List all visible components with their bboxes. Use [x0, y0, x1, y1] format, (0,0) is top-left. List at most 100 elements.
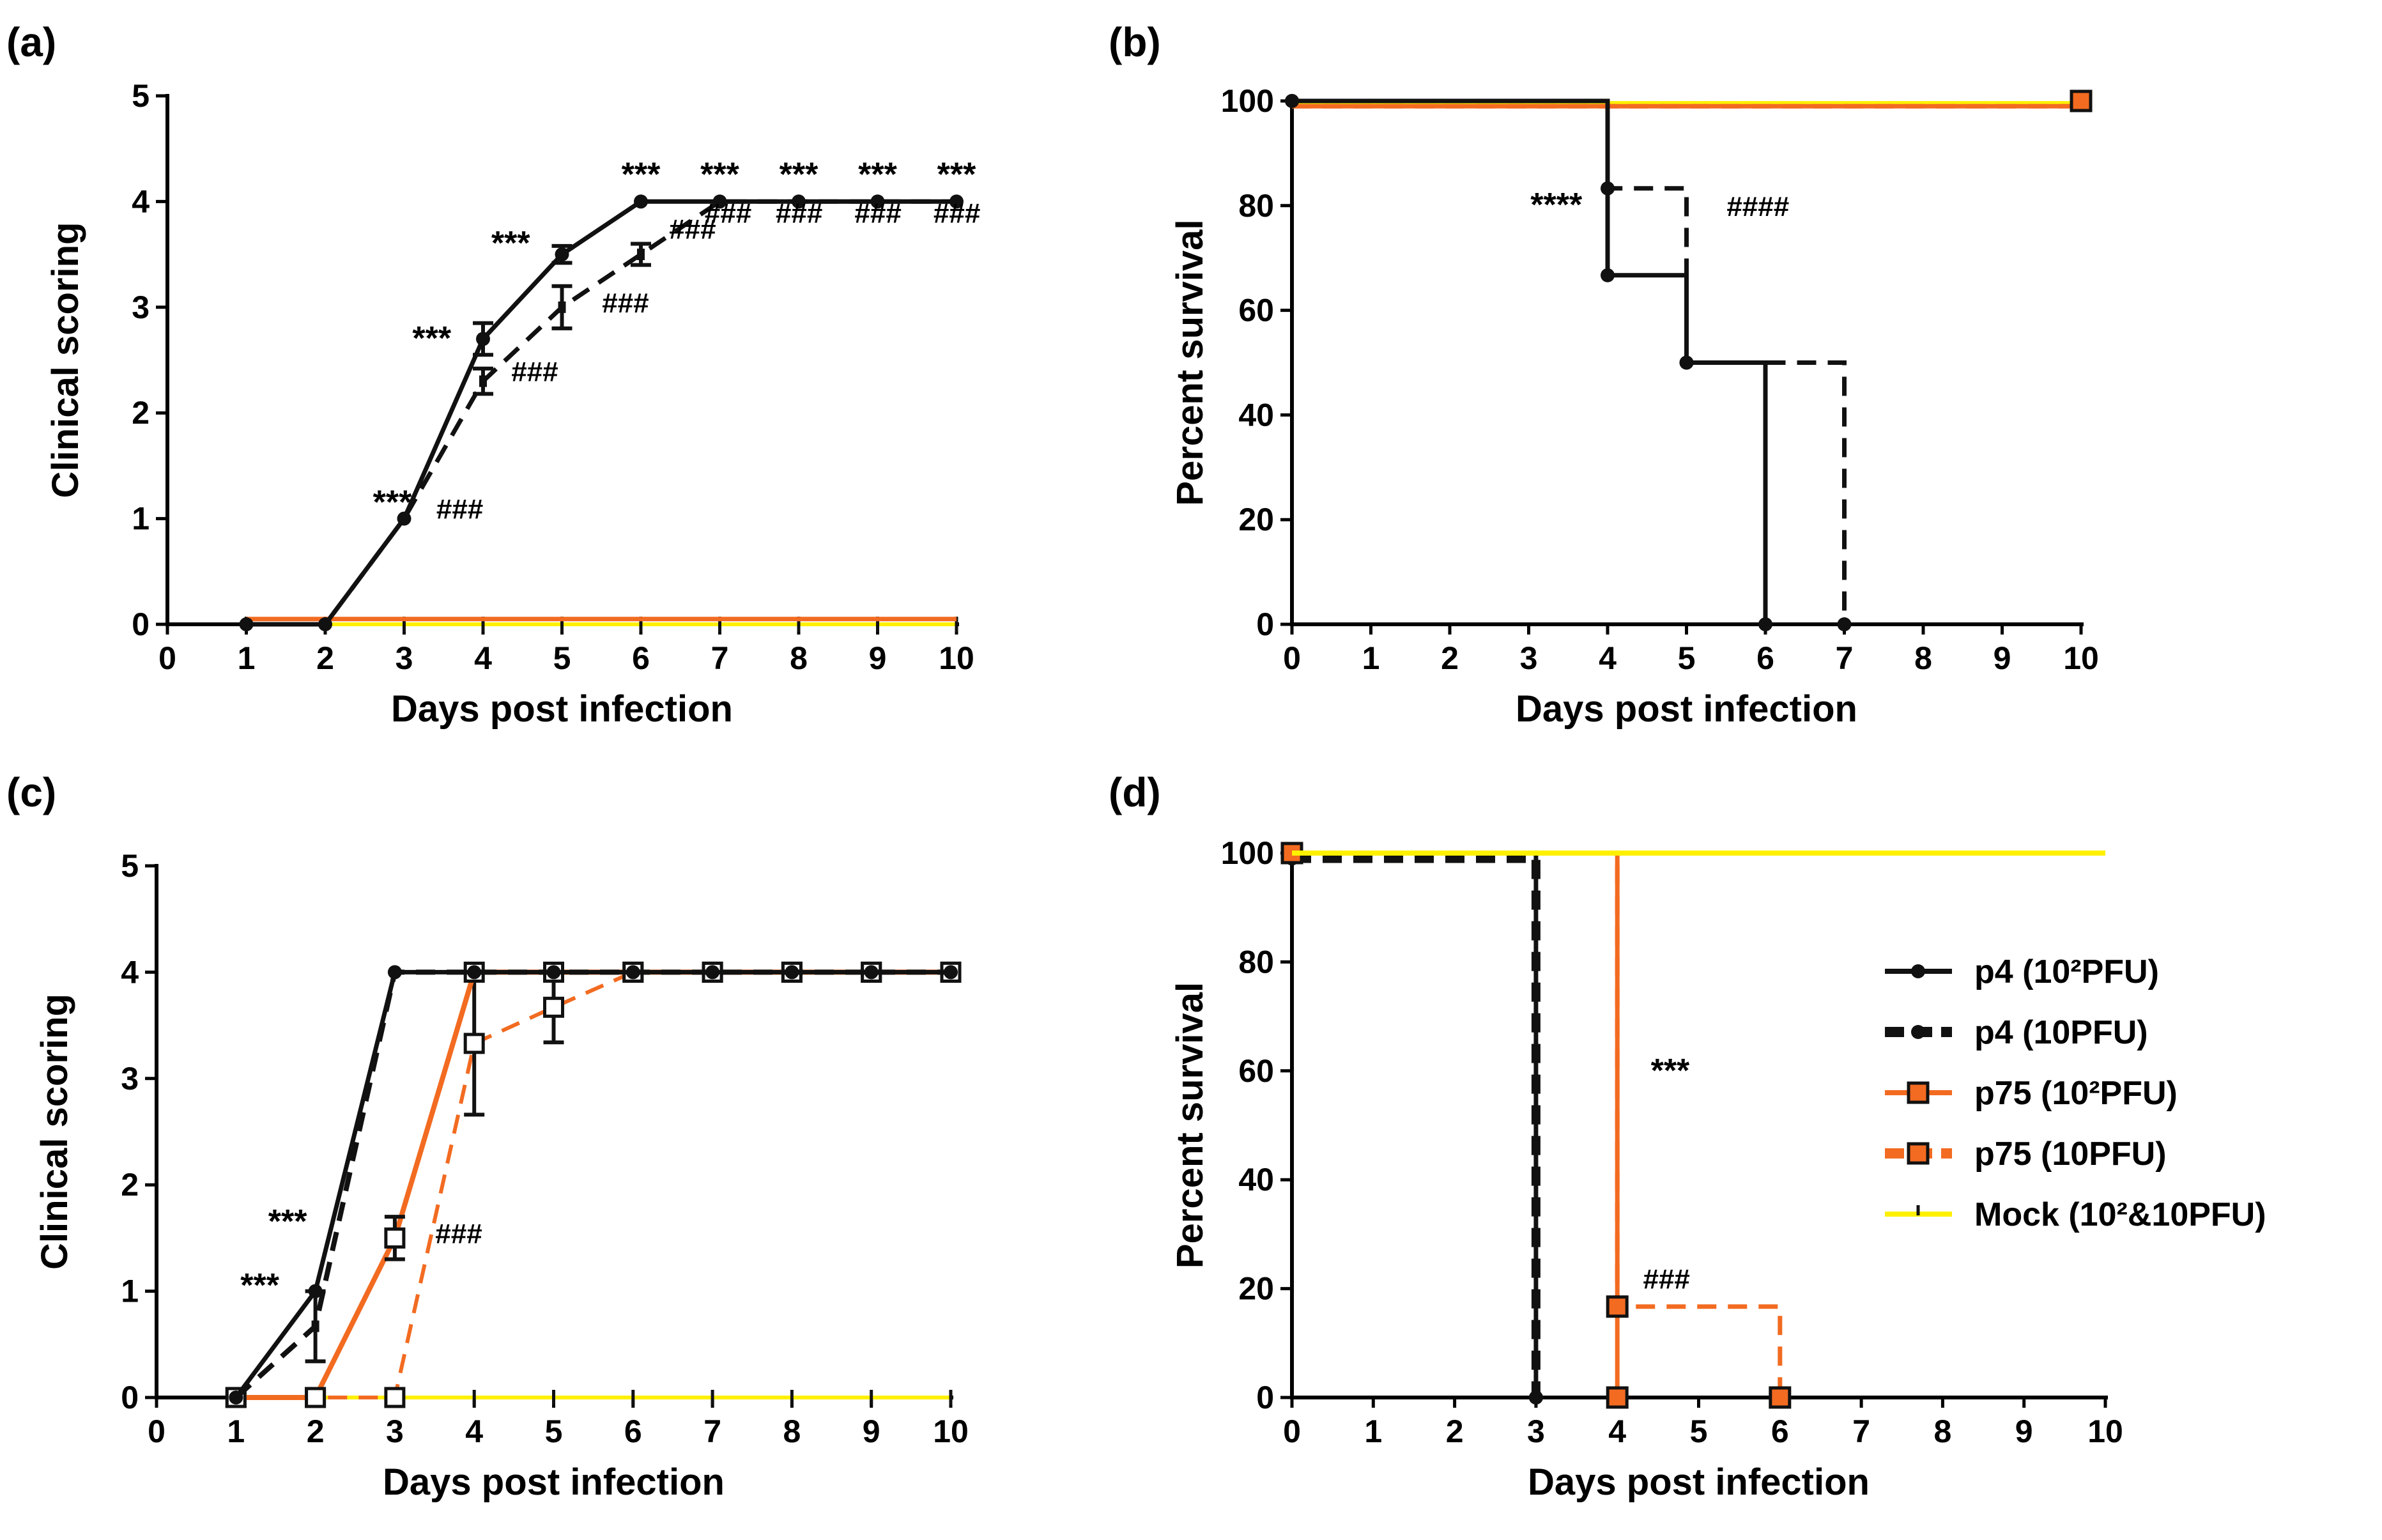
- significance-annotation: ###: [933, 197, 980, 229]
- y-tick-label: 80: [1238, 188, 1274, 224]
- data-point: [944, 965, 958, 980]
- data-point: [305, 1387, 327, 1408]
- legend-label: Mock (10²&10PFU): [1974, 1196, 2266, 1233]
- data-point: [397, 511, 411, 526]
- data-point: [555, 247, 569, 262]
- data-point: [864, 965, 879, 980]
- x-tick-label: 4: [1599, 640, 1617, 676]
- x-tick-label: 7: [703, 1413, 721, 1449]
- data-point: [479, 375, 487, 387]
- significance-annotation: ###: [775, 197, 822, 229]
- x-tick-label: 1: [1362, 640, 1380, 676]
- data-point: [705, 965, 720, 980]
- x-tick-label: 3: [386, 1413, 404, 1449]
- y-tick-label: 4: [121, 954, 139, 990]
- x-tick-label: 5: [1690, 1413, 1708, 1449]
- series-line: [1292, 851, 1539, 1398]
- x-tick-label: 6: [632, 640, 650, 676]
- data-point: [318, 617, 332, 631]
- data-point: [870, 194, 885, 209]
- x-tick-label: 2: [1441, 640, 1459, 676]
- data-point: [1528, 1390, 1543, 1405]
- significance-annotation: ###: [511, 357, 558, 388]
- data-point: [1606, 1295, 1629, 1318]
- y-tick-label: 0: [1256, 606, 1274, 642]
- legend-marker: [1907, 1142, 1930, 1165]
- y-axis-title: Percent survival: [1169, 219, 1211, 505]
- x-tick-label: 8: [1933, 1413, 1951, 1449]
- panel-label-a: (a): [6, 19, 56, 65]
- y-tick-label: 80: [1238, 944, 1274, 980]
- data-point: [626, 965, 640, 980]
- data-point: [546, 965, 561, 980]
- x-tick-label: 5: [545, 1413, 563, 1449]
- panel-label-b: (b): [1109, 19, 1161, 65]
- x-tick-label: 10: [2063, 640, 2099, 676]
- x-axis-title: Days post infection: [1528, 1461, 1870, 1503]
- y-tick-label: 60: [1238, 293, 1274, 328]
- y-tick-label: 100: [1221, 83, 1274, 119]
- significance-annotation: ###: [669, 213, 716, 245]
- significance-annotation: ###: [602, 288, 649, 319]
- data-point: [1837, 617, 1852, 631]
- panel-c-chart: (c) 0 1 2 3 4 5 6 7 8 9 10 0 1 2 3 4 5 Days post infection…: [6, 769, 969, 1503]
- y-tick-label: 1: [121, 1274, 139, 1309]
- x-tick-label: 6: [1771, 1413, 1789, 1449]
- y-tick-label: 5: [121, 848, 139, 884]
- x-axis-title: Days post infection: [391, 688, 733, 730]
- x-tick-label: 0: [158, 640, 176, 676]
- data-point: [634, 194, 648, 209]
- y-tick-label: 2: [121, 1167, 139, 1203]
- significance-annotation: ***: [373, 484, 412, 521]
- significance-annotation: ####: [1726, 191, 1789, 222]
- panel-label-d: (d): [1109, 769, 1161, 815]
- x-tick-label: 1: [1364, 1413, 1382, 1449]
- series-line: [234, 969, 951, 1399]
- y-tick-label: 5: [132, 78, 150, 114]
- data-point: [1601, 268, 1615, 282]
- significance-annotation: ###: [1643, 1264, 1690, 1295]
- legend-label: p75 (10²PFU): [1974, 1075, 2178, 1112]
- y-tick-label: 0: [132, 606, 150, 642]
- data-point: [229, 1390, 243, 1405]
- x-tick-label: 9: [2015, 1413, 2033, 1449]
- legend-label: p4 (10PFU): [1974, 1014, 2148, 1051]
- x-tick-label: 6: [624, 1413, 642, 1449]
- x-tick-label: 7: [711, 640, 729, 676]
- data-point: [558, 301, 566, 313]
- y-tick-label: 40: [1238, 397, 1274, 433]
- y-tick-label: 3: [132, 289, 150, 325]
- y-tick-label: 40: [1238, 1162, 1274, 1197]
- series-line: [1292, 851, 1620, 1398]
- x-tick-label: 1: [227, 1413, 245, 1449]
- y-tick-label: 100: [1221, 835, 1274, 871]
- x-tick-label: 3: [1527, 1413, 1545, 1449]
- significance-annotation: ***: [240, 1267, 279, 1304]
- legend-marker: [1911, 1025, 1925, 1039]
- x-tick-label: 1: [238, 640, 256, 676]
- x-tick-label: 9: [1994, 640, 2011, 676]
- data-point: [239, 617, 254, 631]
- significance-annotation: ###: [436, 494, 483, 525]
- legend-label: p75 (10PFU): [1974, 1136, 2167, 1173]
- data-point: [311, 1320, 319, 1332]
- data-point: [1285, 94, 1299, 108]
- data-point: [308, 1284, 323, 1298]
- panel-a-chart: (a) 0 1 2 3 4 5 6 7 8 9 10 0 1 2 3 4 5 Days post infection…: [6, 19, 980, 730]
- data-point: [712, 194, 727, 209]
- x-tick-label: 8: [790, 640, 808, 676]
- x-tick-label: 0: [1283, 1413, 1301, 1449]
- x-tick-label: 9: [869, 640, 887, 676]
- data-point: [1679, 355, 1694, 370]
- data-point: [543, 996, 564, 1018]
- y-tick-label: 4: [132, 183, 150, 219]
- x-tick-label: 7: [1836, 640, 1854, 676]
- data-point: [463, 1033, 485, 1054]
- significance-annotation: ***: [700, 157, 739, 194]
- y-tick-label: 1: [132, 501, 150, 537]
- series-line: [246, 199, 957, 627]
- x-tick-label: 10: [933, 1413, 969, 1449]
